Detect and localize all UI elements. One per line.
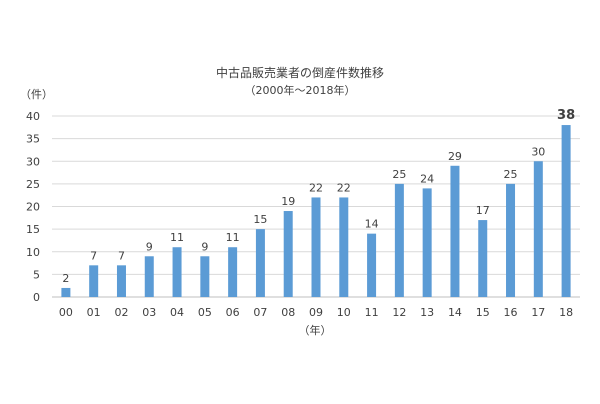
y-tick-label: 40 <box>26 110 40 123</box>
bar <box>255 229 265 297</box>
bar <box>533 161 543 297</box>
x-tick-label: 03 <box>142 306 156 319</box>
x-tick-label: 17 <box>531 306 545 319</box>
data-label: 30 <box>531 145 545 158</box>
y-tick-label: 0 <box>33 291 40 304</box>
bar <box>450 165 460 297</box>
x-tick-label: 14 <box>448 306 462 319</box>
data-label: 2 <box>62 272 69 285</box>
data-label: 22 <box>337 181 351 194</box>
chart-subtitle: （2000年～2018年） <box>245 83 356 97</box>
x-tick-label: 18 <box>559 306 573 319</box>
bar <box>283 211 293 297</box>
chart-title: 中古品販売業者の倒産件数推移 <box>216 65 384 80</box>
x-tick-label: 08 <box>281 306 295 319</box>
data-label: 11 <box>170 231 184 244</box>
y-axis-unit-label: （件） <box>20 88 53 101</box>
data-label: 9 <box>201 240 208 253</box>
data-label: 9 <box>146 240 153 253</box>
bar <box>394 183 404 297</box>
bar <box>311 197 321 297</box>
y-tick-label: 20 <box>26 201 40 214</box>
y-tick-label: 10 <box>26 246 40 259</box>
bar <box>172 247 182 297</box>
x-tick-label: 05 <box>198 306 212 319</box>
bar <box>478 220 488 297</box>
y-tick-label: 35 <box>26 133 40 146</box>
x-tick-label: 10 <box>337 306 351 319</box>
x-tick-label: 00 <box>59 306 73 319</box>
x-axis-ticks: 00 01 02 03 04 05 06 07 08 09 10 11 12 13 14 15 16 17 18 <box>59 306 573 319</box>
bar <box>116 265 126 297</box>
bar <box>422 188 432 297</box>
y-axis-ticks: 0 5 10 15 20 25 30 35 40 <box>26 110 40 304</box>
data-label: 7 <box>118 249 125 262</box>
data-label: 19 <box>281 195 295 208</box>
data-label: 25 <box>504 168 518 181</box>
x-tick-label: 12 <box>392 306 406 319</box>
x-tick-label: 11 <box>365 306 379 319</box>
data-labels: 2 7 7 9 11 9 11 15 19 22 22 14 25 24 29 17 25 30 38 <box>62 108 575 285</box>
data-label: 11 <box>226 231 240 244</box>
x-tick-label: 07 <box>253 306 267 319</box>
bar <box>89 265 99 297</box>
data-label: 17 <box>476 204 490 217</box>
bar <box>339 197 349 297</box>
y-tick-label: 30 <box>26 155 40 168</box>
y-tick-label: 25 <box>26 178 40 191</box>
x-tick-label: 16 <box>504 306 518 319</box>
x-tick-label: 09 <box>309 306 323 319</box>
data-label: 29 <box>448 150 462 163</box>
x-axis-unit-label: （年） <box>299 323 332 337</box>
data-label: 22 <box>309 181 323 194</box>
bar <box>61 287 71 297</box>
x-tick-label: 02 <box>114 306 128 319</box>
x-tick-label: 15 <box>476 306 490 319</box>
bars <box>61 125 571 297</box>
bar <box>200 256 210 297</box>
x-tick-label: 04 <box>170 306 184 319</box>
bar <box>561 125 571 297</box>
bar <box>144 256 154 297</box>
x-tick-label: 01 <box>87 306 101 319</box>
data-label: 15 <box>253 213 267 226</box>
data-label: 25 <box>392 168 406 181</box>
bar <box>367 233 377 297</box>
y-tick-label: 15 <box>26 223 40 236</box>
bar <box>228 247 238 297</box>
y-tick-label: 5 <box>33 268 40 281</box>
bar <box>506 183 516 297</box>
data-label: 38 <box>557 108 575 123</box>
data-label: 24 <box>420 172 434 185</box>
x-tick-label: 13 <box>420 306 434 319</box>
data-label: 7 <box>90 249 97 262</box>
data-label: 14 <box>365 218 379 231</box>
x-tick-label: 06 <box>226 306 240 319</box>
